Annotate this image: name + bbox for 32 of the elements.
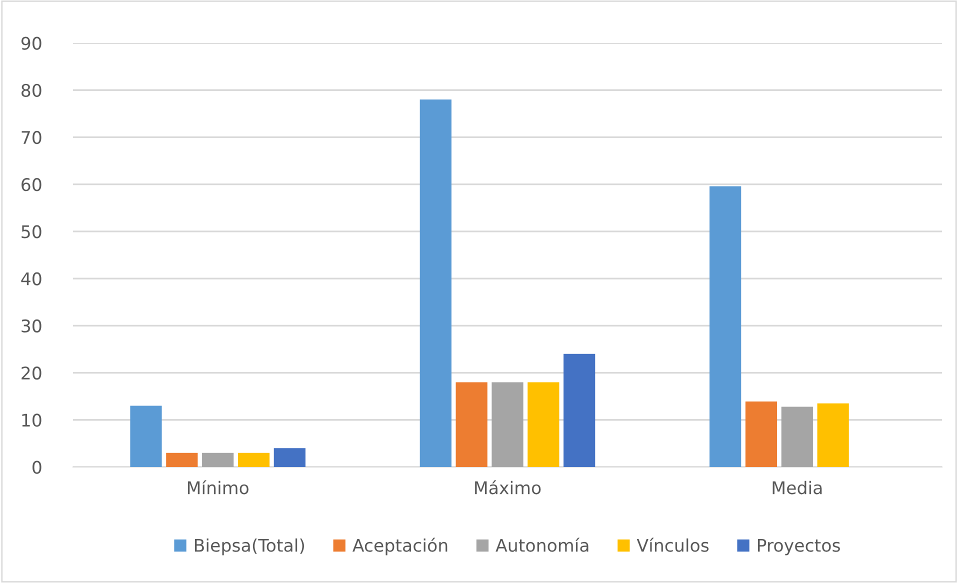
- y-tick-label: 60: [22, 178, 42, 192]
- y-tick-label: 10: [22, 414, 42, 427]
- y-tick-label: 40: [21, 272, 42, 286]
- bar: [420, 100, 452, 467]
- bar: [130, 406, 162, 467]
- x-tick-label: Media: [772, 480, 822, 494]
- x-tick-label: Mínimo: [188, 480, 248, 494]
- y-tick-label: 0: [32, 460, 42, 474]
- x-tick-label: Máximo: [475, 480, 541, 494]
- bar: [528, 382, 560, 467]
- bar: [781, 406, 813, 467]
- legend-label: Biepsa(Total): [194, 538, 304, 556]
- legend-label: Autonomía: [496, 538, 588, 552]
- y-tick-label: 70: [22, 130, 42, 144]
- bar: [274, 448, 306, 467]
- bar: [492, 382, 524, 467]
- bar: [166, 452, 198, 467]
- y-tick-label: 30: [22, 319, 42, 333]
- bar: [238, 452, 270, 467]
- bar: [564, 354, 596, 467]
- y-tick-label: 50: [22, 225, 42, 238]
- y-tick-label: 90: [21, 36, 42, 50]
- bar: [202, 452, 234, 467]
- bar: [710, 186, 742, 467]
- legend-label: Vínculos: [636, 538, 709, 552]
- y-tick-label: 80: [22, 84, 42, 97]
- bar: [817, 403, 849, 467]
- bar: [745, 402, 778, 467]
- legend-label: Proyectos: [758, 538, 840, 556]
- bar: [456, 382, 488, 467]
- legend-label: Aceptación: [352, 538, 448, 556]
- y-tick-label: 20: [22, 366, 42, 380]
